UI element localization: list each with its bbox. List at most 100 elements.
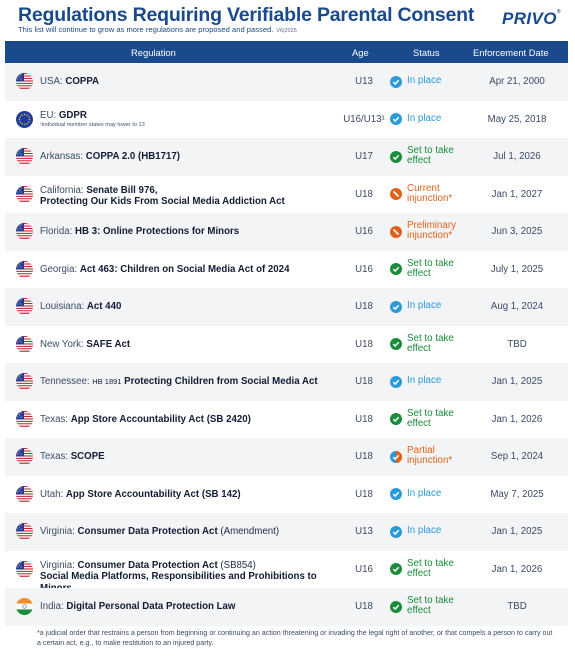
flag-us-icon — [16, 485, 33, 503]
status-label: In place — [407, 487, 442, 499]
jurisdiction: Arkansas: — [40, 151, 84, 162]
enforcement-date-cell: TBD — [507, 338, 527, 350]
prohibited-icon — [390, 225, 402, 238]
enforcement-date-cell: July 1, 2025 — [490, 263, 544, 275]
status-label: Set to take effect — [407, 407, 454, 429]
table-row: EU: GDPR ¹individual member states may lo… — [5, 100, 568, 138]
regulation-name: HB 3: Online Protections for Minors — [75, 226, 240, 237]
regulation-qualifier: (Amendment) — [220, 526, 280, 537]
age-cell: U16/U13¹ — [343, 113, 385, 125]
flag-eu-icon — [16, 110, 33, 128]
regulation-name: Protecting Children from Social Media Ac… — [124, 376, 318, 387]
status-cell: Preliminary injunction* — [390, 213, 470, 250]
regulations-table: USA: COPPA U13 In place Apr 21, 2000 EU: GDP… — [5, 63, 568, 626]
age-cell: U18 — [355, 488, 373, 500]
table-row: Virginia: Consumer Data Protection Act (… — [5, 550, 568, 594]
table-row: Utah: App Store Accountability Act (SB 1… — [5, 475, 568, 513]
check-circle-icon — [390, 563, 402, 575]
check-circle-icon — [390, 600, 402, 613]
status-label: In place — [407, 112, 442, 124]
jurisdiction: Utah: — [40, 488, 64, 500]
age-cell: U18 — [355, 451, 373, 462]
regulation-name: COPPA 2.0 (HB1717) — [85, 151, 180, 162]
check-circle-icon — [390, 263, 402, 275]
enforcement-date-cell: Jan 1, 2026 — [491, 413, 543, 425]
age-cell: U18 — [355, 188, 373, 200]
flag-us-icon — [16, 148, 33, 165]
table-header: Regulation Age Status Enforcement Date — [5, 41, 568, 63]
jurisdiction: USA: — [40, 76, 63, 87]
checkmark-icon — [390, 300, 402, 313]
column-header-enforcement-date: Enforcement Date — [473, 46, 549, 58]
age-cell: U18 — [355, 338, 373, 350]
status-cell: Set to take effect — [390, 401, 470, 438]
enforcement-date-cell: Jun 3, 2025 — [491, 226, 543, 237]
jurisdiction: Virginia: — [40, 559, 75, 571]
bill-number: HB 1891 — [92, 377, 122, 386]
age-cell: U16 — [355, 226, 373, 237]
table-row: Louisiana: Act 440 U18 In place Aug 1, 2024 — [5, 288, 568, 326]
checkmark-icon — [390, 525, 402, 538]
enforcement-date-cell: Jul 1, 2026 — [493, 151, 541, 162]
table-row: Arkansas: COPPA 2.0 (HB1717) U17 Set to ta… — [5, 138, 568, 176]
flag-us-icon — [16, 223, 33, 240]
enforcement-date-cell: Jan 1, 2027 — [491, 188, 543, 200]
jurisdiction: Louisiana: — [40, 301, 85, 312]
table-row: Virginia: Consumer Data Protection Act (… — [5, 513, 568, 551]
prohibited-icon — [390, 188, 402, 200]
brand-name: PRIVO — [502, 9, 557, 28]
flag-us-icon — [16, 73, 33, 90]
age-cell: U17 — [355, 151, 373, 162]
regulation-cell: Arkansas: COPPA 2.0 (HB1717) — [40, 151, 345, 163]
regulation-name: Digital Personal Data Protection Law — [66, 601, 236, 612]
checkmark-icon — [390, 113, 402, 125]
status-label: Set to take effect — [407, 595, 454, 616]
age-cell: U18 — [355, 301, 373, 312]
status-cell: In place — [390, 513, 470, 550]
jurisdiction: New York: — [40, 338, 84, 350]
version-label: V6|2025 — [276, 28, 297, 34]
subtitle-text: This list will continue to grow as more … — [18, 25, 274, 34]
flag-us-icon — [16, 335, 33, 353]
age-cell: U16 — [355, 563, 373, 575]
privo-logo: PRIVO® — [502, 9, 561, 29]
enforcement-date-cell: TBD — [507, 601, 527, 612]
checkmark-icon — [390, 75, 402, 88]
table-row: California: Senate Bill 976, Protecting O… — [5, 175, 568, 213]
flag-us-icon — [16, 185, 33, 203]
table-row: Georgia: Act 463: Children on Social Med… — [5, 250, 568, 288]
jurisdiction: Virginia: — [40, 526, 75, 537]
regulation-cell: Tennessee: HB 1891 Protecting Children f… — [40, 376, 345, 388]
status-label: Set to take effect — [407, 145, 454, 166]
status-cell: In place — [390, 476, 470, 513]
regulation-cell: Florida: HB 3: Online Protections for Mi… — [40, 226, 345, 238]
status-label: Set to take effect — [407, 332, 454, 354]
enforcement-date-cell: Jan 1, 2025 — [491, 376, 543, 387]
jurisdiction: EU: — [40, 109, 57, 121]
regulation-name: App Store Accountability Act (SB 2420) — [70, 413, 251, 425]
checkmark-icon — [390, 488, 402, 500]
regulation-cell: Georgia: Act 463: Children on Social Med… — [40, 264, 345, 276]
status-cell: In place — [390, 288, 470, 325]
jurisdiction: California: — [40, 184, 84, 196]
status-cell: In place — [390, 63, 470, 100]
enforcement-date-cell: Aug 1, 2024 — [490, 301, 544, 312]
status-cell: Current injunction* — [390, 176, 470, 213]
age-cell: U13 — [355, 76, 373, 87]
flag-us-icon — [16, 560, 33, 578]
status-label: Set to take effect — [407, 557, 454, 579]
regulation-name: SCOPE — [70, 451, 105, 462]
regulation-note: ¹individual member states may lower to 1… — [40, 122, 145, 128]
check-circle-icon — [390, 338, 402, 350]
regulation-name: Consumer Data Protection Act — [77, 526, 218, 537]
flag-us-icon — [16, 373, 33, 390]
checkmark-icon — [390, 375, 402, 388]
regulation-name: Act 463: Children on Social Media Act of… — [79, 263, 290, 275]
age-cell: U18 — [355, 601, 373, 612]
regulation-cell: USA: COPPA — [40, 76, 345, 88]
regulation-name: Consumer Data Protection Act — [77, 559, 218, 571]
status-cell: Set to take effect — [390, 138, 470, 175]
flag-us-icon — [16, 298, 33, 315]
enforcement-date-cell: May 25, 2018 — [487, 113, 547, 125]
table-row: Texas: SCOPE U18 Partial injunction* Sep 1,… — [5, 438, 568, 476]
